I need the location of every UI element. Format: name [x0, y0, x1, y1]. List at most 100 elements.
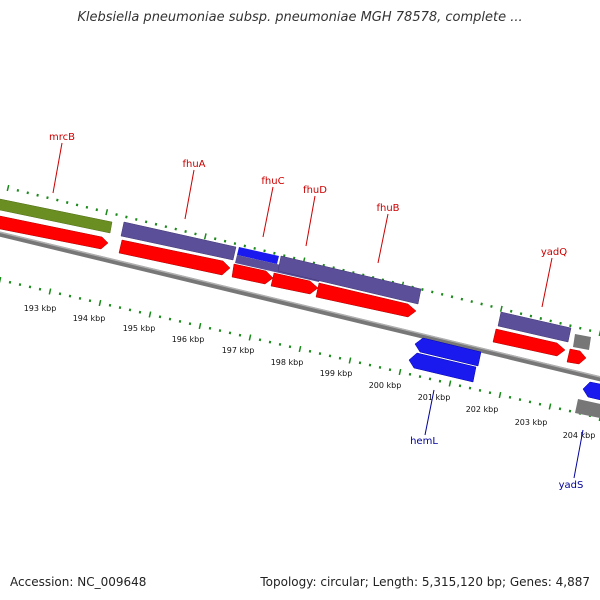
gene-label-mrcB[interactable]: mrcB	[49, 132, 75, 143]
minor-tick	[468, 386, 472, 390]
minor-tick	[378, 365, 382, 369]
minor-tick	[38, 287, 42, 291]
axis-label-194: 194 kbp	[73, 314, 106, 323]
gene-features-reverse	[408, 337, 600, 419]
axis-label-202: 202 kbp	[466, 405, 499, 414]
minor-tick	[490, 304, 493, 308]
axis-label-196: 196 kbp	[172, 335, 205, 344]
minor-tick	[154, 222, 158, 226]
cds-small-forward[interactable]	[566, 348, 587, 365]
major-tick	[48, 288, 52, 295]
feature-hemL-cds[interactable]	[414, 337, 482, 367]
minor-tick	[78, 296, 82, 300]
cds-mrcB[interactable]	[0, 215, 109, 250]
feature-fhuC-gene[interactable]	[237, 247, 279, 264]
axis-labels: 193 kbp 194 kbp 195 kbp 196 kbp 197 kbp …	[24, 304, 596, 440]
feature-yadS-gene[interactable]	[575, 399, 600, 419]
major-tick	[98, 299, 102, 307]
cds-yadQ[interactable]	[492, 328, 566, 357]
axis-label-201: 201 kbp	[418, 393, 451, 402]
minor-tick	[208, 326, 212, 330]
minor-tick	[288, 345, 292, 349]
minor-tick	[460, 297, 464, 301]
minor-tick	[268, 340, 272, 344]
minor-tick	[539, 317, 543, 320]
gene-label-fhuC[interactable]: fhuC	[261, 176, 284, 187]
gene-features-forward	[0, 198, 591, 350]
minor-tick	[438, 379, 442, 383]
minor-tick	[75, 203, 79, 207]
minor-tick	[559, 321, 562, 325]
gene-labels: mrcB fhuA fhuC fhuD fhuB yadQ hemL yadS	[49, 132, 583, 491]
cds-fhuC[interactable]	[231, 263, 274, 285]
feature-mrcB-pseudogene[interactable]	[0, 198, 113, 234]
minor-tick	[125, 215, 128, 219]
minor-tick	[569, 324, 572, 328]
minor-tick	[128, 308, 132, 312]
minor-tick	[178, 319, 182, 323]
minor-tick	[36, 193, 39, 197]
minor-tick	[428, 377, 432, 381]
major-tick	[499, 305, 503, 312]
cds-fhuD[interactable]	[270, 272, 319, 295]
minor-tick	[26, 191, 30, 195]
minor-tick	[16, 188, 20, 192]
minor-tick	[568, 409, 572, 413]
minor-tick	[470, 300, 474, 304]
minor-tick	[458, 384, 462, 388]
accession-text: Accession: NC_009648	[10, 575, 147, 589]
minor-tick	[68, 294, 72, 298]
feature-fhuA-gene[interactable]	[120, 221, 237, 261]
major-tick	[203, 233, 207, 240]
gene-label-hemL[interactable]: hemL	[410, 436, 438, 447]
minor-tick	[58, 292, 62, 296]
major-tick	[148, 311, 152, 318]
minor-tick	[184, 230, 187, 233]
minor-tick	[144, 220, 148, 224]
minor-tick	[218, 329, 222, 333]
minor-tick	[368, 363, 372, 367]
minor-tick	[328, 354, 332, 358]
cds-fhuA[interactable]	[118, 239, 231, 276]
feature-other-forward[interactable]	[573, 334, 591, 350]
minor-tick	[263, 249, 266, 253]
axis-label-198: 198 kbp	[271, 358, 304, 367]
minor-tick	[46, 196, 49, 200]
minor-tick	[228, 331, 232, 335]
major-tick	[6, 184, 10, 192]
minor-tick	[578, 326, 582, 330]
gene-label-fhuD[interactable]: fhuD	[303, 185, 327, 196]
feature-yadS-cds[interactable]	[582, 381, 600, 401]
axis-label-195: 195 kbp	[123, 324, 156, 333]
gene-label-yadS[interactable]: yadS	[559, 480, 584, 491]
axis-label-199: 199 kbp	[320, 369, 353, 378]
minor-tick	[519, 312, 523, 316]
minor-tick	[273, 251, 276, 255]
feature-fhuB-gene[interactable]	[277, 255, 422, 305]
feature-hemL-gene[interactable]	[408, 352, 477, 383]
minor-tick	[528, 400, 532, 404]
minor-tick	[134, 217, 138, 221]
cds-fhuB[interactable]	[315, 282, 417, 318]
minor-tick	[85, 205, 89, 209]
leader-fhuB	[377, 213, 389, 264]
major-tick	[105, 209, 109, 216]
feature-yadQ-gene[interactable]	[497, 311, 572, 343]
gene-label-yadQ[interactable]: yadQ	[541, 247, 567, 258]
sequence-backbone-highlight	[0, 231, 600, 378]
axis-label-193: 193 kbp	[24, 304, 57, 313]
axis-label-200: 200 kbp	[369, 381, 402, 390]
minor-tick	[65, 201, 69, 204]
major-tick	[398, 368, 402, 376]
minor-tick	[88, 299, 92, 303]
topology-text: Topology: circular; Length: 5,315,120 bp…	[260, 575, 590, 589]
minor-tick	[168, 317, 172, 321]
gene-label-fhuA[interactable]: fhuA	[182, 159, 205, 170]
minor-tick	[549, 319, 552, 323]
gene-label-fhuB[interactable]: fhuB	[376, 203, 399, 214]
cds-features	[0, 215, 587, 365]
minor-tick	[223, 239, 227, 243]
minor-tick	[213, 237, 217, 241]
